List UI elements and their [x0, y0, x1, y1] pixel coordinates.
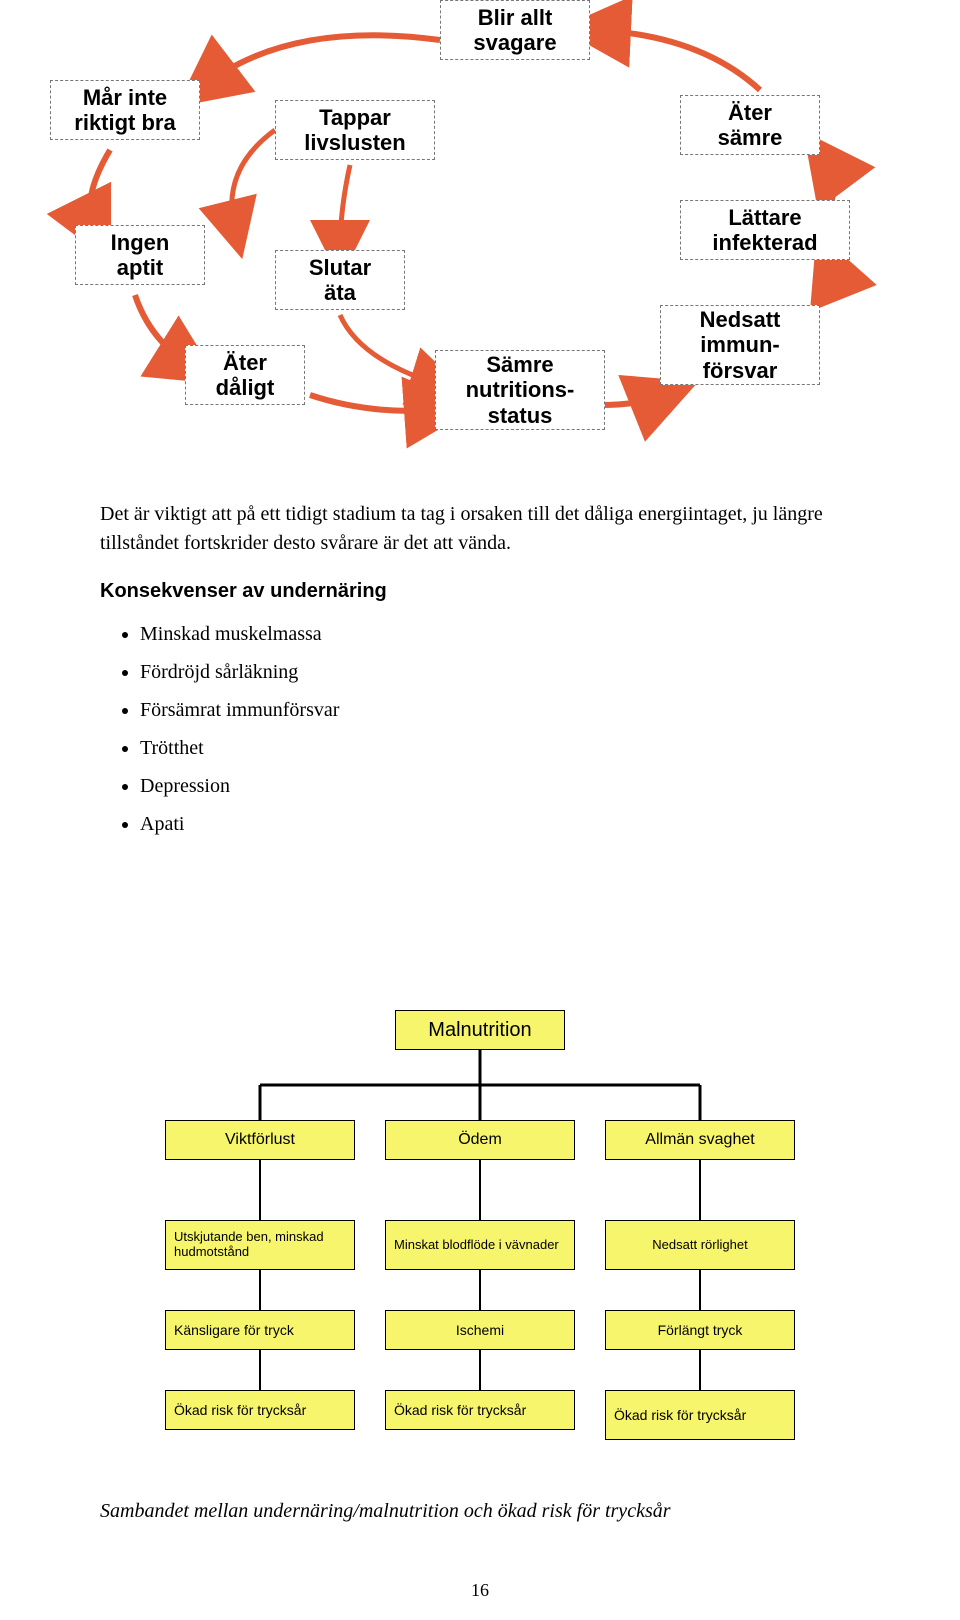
- tree-box: Allmän svaghet: [605, 1120, 795, 1160]
- cycle-node-tappar-livslusten: Tapparlivslusten: [275, 100, 435, 160]
- tree-box: Viktförlust: [165, 1120, 355, 1160]
- tree-box: Nedsatt rörlighet: [605, 1220, 795, 1270]
- cycle-node-lattare-infekterad: Lättareinfekterad: [680, 200, 850, 260]
- cycle-node-mar-inte-bra: Mår interiktigt bra: [50, 80, 200, 140]
- cycle-node-ater-daligt: Äterdåligt: [185, 345, 305, 405]
- list-item: Depression: [140, 767, 900, 805]
- cycle-node-slutar-ata: Slutaräta: [275, 250, 405, 310]
- list-item: Trötthet: [140, 729, 900, 767]
- tree-box: Känsligare för tryck: [165, 1310, 355, 1350]
- page-number: 16: [0, 1580, 960, 1601]
- cycle-node-ater-samre: Ätersämre: [680, 95, 820, 155]
- list-item: Försämrat immunförsvar: [140, 691, 900, 729]
- list-item: Fördröjd sårläkning: [140, 653, 900, 691]
- cycle-node-samre-nutrition: Sämrenutritions-status: [435, 350, 605, 430]
- tree-box: Ökad risk för trycksår: [605, 1390, 795, 1440]
- intro-paragraph: Det är viktigt att på ett tidigt stadium…: [100, 500, 870, 558]
- tree-box: Utskjutande ben, minskad hudmotstånd: [165, 1220, 355, 1270]
- list-item: Minskad muskelmassa: [140, 615, 900, 653]
- consequences-list: Minskad muskelmassaFördröjd sårläkningFö…: [100, 615, 900, 843]
- tree-box: Malnutrition: [395, 1010, 565, 1050]
- page: Blir alltsvagare Mår interiktigt bra Tappa…: [0, 0, 960, 1620]
- tree-box: Ödem: [385, 1120, 575, 1160]
- subheading: Konsekvenser av undernäring: [100, 580, 387, 603]
- cycle-node-nedsatt-immun: Nedsattimmun-försvar: [660, 305, 820, 385]
- tree-box: Minskat blodflöde i vävnader: [385, 1220, 575, 1270]
- tree-box: Ökad risk för trycksår: [165, 1390, 355, 1430]
- tree-diagram: Malnutrition Viktförlust Ödem Allmän svaghe…: [130, 1010, 830, 1510]
- cycle-node-ingen-aptit: Ingenaptit: [75, 225, 205, 285]
- tree-box: Förlängt tryck: [605, 1310, 795, 1350]
- figure-caption: Sambandet mellan undernäring/malnutritio…: [100, 1500, 860, 1523]
- tree-box: Ischemi: [385, 1310, 575, 1350]
- cycle-diagram: Blir alltsvagare Mår interiktigt bra Tappa…: [40, 0, 920, 480]
- tree-box: Ökad risk för trycksår: [385, 1390, 575, 1430]
- list-item: Apati: [140, 805, 900, 843]
- cycle-node-blir-allt-svagare: Blir alltsvagare: [440, 0, 590, 60]
